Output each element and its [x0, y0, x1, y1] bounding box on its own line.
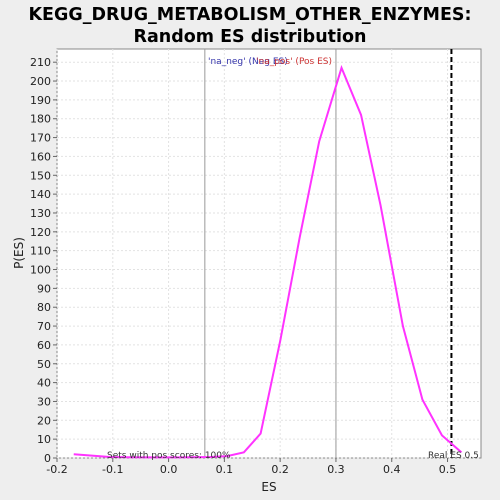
y-tick-label: 150: [30, 169, 51, 182]
y-tick-label: 60: [37, 339, 51, 352]
y-tick-label: 210: [30, 56, 51, 69]
y-tick-label: 170: [30, 132, 51, 145]
y-tick-label: 140: [30, 188, 51, 201]
y-tick-label: 20: [37, 414, 51, 427]
y-tick-label: 200: [30, 75, 51, 88]
y-axis-label: P(ES): [12, 237, 26, 269]
y-tick-label: 190: [30, 94, 51, 107]
y-tick-label: 30: [37, 395, 51, 408]
y-tick-label: 90: [37, 282, 51, 295]
x-tick-label: 0.1: [216, 463, 234, 476]
pos-es-label: 'na_pos' (Pos ES): [256, 57, 332, 67]
y-tick-label: 160: [30, 150, 51, 163]
x-tick-label: 0.3: [327, 463, 345, 476]
x-axis-label: ES: [261, 480, 276, 494]
real-es-label: Real ES 0.5: [428, 451, 479, 461]
y-tick-label: 0: [44, 452, 51, 465]
x-tick-label: 0.0: [160, 463, 178, 476]
x-tick-label: -0.1: [102, 463, 123, 476]
x-tick-label: 0.2: [271, 463, 289, 476]
x-axis-ticks: -0.2 -0.1 0.0 0.1 0.2 0.3 0.4 0.5: [46, 458, 456, 476]
y-tick-label: 120: [30, 226, 51, 239]
chart-title-line2: Random ES distribution: [133, 27, 366, 47]
y-tick-label: 180: [30, 113, 51, 126]
grid-lines: [56, 49, 481, 459]
series-lines: [73, 64, 463, 459]
neg-es-label: 'na_neg' (Neg ES): [208, 57, 288, 67]
x-tick-label: 0.5: [439, 463, 457, 476]
y-tick-label: 80: [37, 301, 51, 314]
x-tick-label: 0.4: [383, 463, 401, 476]
chart-title-line1: KEGG_DRUG_METABOLISM_OTHER_ENZYMES:: [28, 5, 471, 25]
reference-lines: [204, 49, 453, 458]
y-tick-label: 130: [30, 207, 51, 220]
y-tick-label: 70: [37, 320, 51, 333]
y-tick-label: 40: [37, 377, 51, 390]
y-tick-label: 100: [30, 264, 51, 277]
es-distribution-line: [73, 64, 463, 459]
y-tick-label: 50: [37, 358, 51, 371]
y-tick-label: 10: [37, 433, 51, 446]
x-tick-label: -0.2: [46, 463, 67, 476]
y-axis-ticks: 0 10 20 30 40 50 60 70 80 90 100 110 120 130 140 150 160…: [30, 56, 57, 465]
y-tick-label: 110: [30, 245, 51, 258]
sets-with-pos-scores-label: Sets with pos scores: 100%: [107, 451, 231, 461]
